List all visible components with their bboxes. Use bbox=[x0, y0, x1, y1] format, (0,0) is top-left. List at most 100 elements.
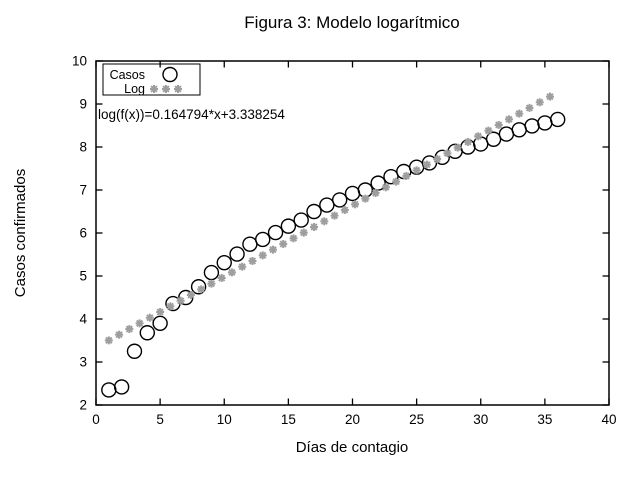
fit-point-star bbox=[535, 98, 544, 107]
fit-point-star bbox=[135, 319, 144, 328]
x-tick-label: 35 bbox=[537, 412, 552, 427]
fit-point-star bbox=[433, 154, 442, 163]
legend-label-casos: Casos bbox=[110, 68, 145, 82]
data-point-circle bbox=[319, 197, 335, 213]
y-tick-label: 9 bbox=[79, 97, 87, 112]
y-tick-label: 5 bbox=[79, 269, 87, 284]
fit-point-star bbox=[258, 251, 267, 260]
data-point-circle bbox=[216, 254, 232, 271]
data-point-circle bbox=[331, 192, 348, 208]
data-point-circle bbox=[101, 382, 117, 398]
fit-point-star bbox=[484, 126, 493, 135]
fit-point-star bbox=[104, 336, 113, 345]
fit-point-star bbox=[474, 132, 483, 141]
x-tick-label: 20 bbox=[345, 412, 360, 427]
data-point-circle bbox=[255, 231, 271, 248]
legend-markers bbox=[150, 66, 182, 93]
fit-point-star bbox=[145, 313, 154, 322]
fit-point-star bbox=[443, 149, 452, 158]
fit-point-star bbox=[238, 262, 247, 271]
series-log-fit-points bbox=[104, 92, 555, 345]
fit-point-star bbox=[504, 115, 513, 124]
data-point-circle bbox=[139, 325, 156, 341]
fit-point-star bbox=[166, 302, 175, 311]
fit-point-star bbox=[207, 279, 216, 288]
fit-point-star bbox=[248, 257, 257, 266]
fit-point-star bbox=[227, 268, 236, 277]
fit-point-star bbox=[361, 194, 370, 203]
data-point-circle bbox=[162, 66, 178, 83]
fit-point-star bbox=[299, 228, 308, 237]
fit-point-star bbox=[453, 143, 462, 152]
fit-equation-label: log(f(x))=0.164794*x+3.338254 bbox=[98, 107, 285, 122]
y-tick-label: 4 bbox=[79, 312, 87, 327]
data-point-circle bbox=[229, 246, 245, 262]
data-point-circle bbox=[511, 122, 527, 138]
fit-point-star bbox=[268, 245, 277, 254]
data-point-circle bbox=[267, 224, 284, 241]
fit-point-star bbox=[351, 200, 360, 209]
data-point-circle bbox=[190, 279, 207, 295]
legend: Casos Log bbox=[102, 63, 201, 96]
fit-point-star bbox=[217, 274, 226, 283]
fit-point-star bbox=[162, 85, 170, 93]
data-point-circle bbox=[293, 212, 309, 228]
data-point-circle bbox=[383, 168, 399, 185]
data-point-circle bbox=[242, 236, 258, 252]
y-axis-label: Casos confirmados bbox=[12, 169, 29, 297]
fit-point-star bbox=[279, 239, 288, 248]
y-tick-label: 6 bbox=[79, 226, 87, 241]
y-tick-label: 2 bbox=[79, 398, 87, 413]
fit-point-star bbox=[392, 177, 401, 186]
x-tick-label: 0 bbox=[92, 412, 100, 427]
fit-point-star bbox=[186, 291, 195, 300]
y-tick-label: 7 bbox=[79, 183, 87, 198]
fit-point-star bbox=[150, 85, 158, 93]
fit-point-star bbox=[371, 188, 380, 197]
fit-point-star bbox=[340, 205, 349, 214]
fit-point-star bbox=[515, 109, 524, 118]
data-point-circle bbox=[485, 131, 502, 147]
y-tick-label: 3 bbox=[79, 355, 87, 370]
x-tick-label: 30 bbox=[473, 412, 488, 427]
x-tick-label: 25 bbox=[409, 412, 424, 427]
y-tick-label: 8 bbox=[79, 140, 87, 155]
fit-point-star bbox=[156, 308, 165, 317]
data-point-circle bbox=[280, 218, 297, 234]
fit-point-star bbox=[546, 92, 555, 101]
fit-point-star bbox=[525, 103, 534, 112]
data-point-circle bbox=[203, 264, 220, 281]
x-tick-label: 15 bbox=[281, 412, 296, 427]
data-point-circle bbox=[113, 379, 130, 395]
legend-label-log: Log bbox=[124, 82, 145, 96]
fit-point-star bbox=[310, 222, 319, 231]
fit-point-star bbox=[320, 217, 329, 226]
fit-point-star bbox=[289, 234, 298, 243]
data-point-circle bbox=[126, 343, 143, 359]
x-tick-label: 10 bbox=[217, 412, 232, 427]
data-point-circle bbox=[306, 203, 322, 220]
x-tick-label: 5 bbox=[156, 412, 164, 427]
data-point-circle bbox=[524, 118, 540, 134]
fit-point-star bbox=[381, 183, 390, 192]
chart-title: Figura 3: Modelo logarítmico bbox=[244, 13, 459, 32]
legend-box bbox=[102, 63, 201, 96]
fit-point-star bbox=[463, 137, 472, 146]
fit-point-star bbox=[115, 330, 124, 339]
x-axis-label: Días de contagio bbox=[296, 439, 409, 456]
x-tick-label: 40 bbox=[601, 412, 616, 427]
fit-point-star bbox=[422, 160, 431, 169]
fit-point-star bbox=[174, 85, 182, 93]
axis-ticks: 0 5 10 15 20 25 30 35 40 2 3 4 5 6 7 8 9 10 bbox=[72, 54, 617, 428]
fit-point-star bbox=[197, 285, 206, 294]
fit-point-star bbox=[125, 325, 134, 334]
data-point-circle bbox=[550, 111, 566, 128]
data-point-circle bbox=[498, 126, 515, 142]
fit-point-star bbox=[176, 296, 185, 305]
fit-point-star bbox=[494, 120, 503, 129]
fit-point-star bbox=[330, 211, 339, 220]
fit-point-star bbox=[402, 171, 411, 180]
data-point-circle bbox=[344, 185, 361, 202]
